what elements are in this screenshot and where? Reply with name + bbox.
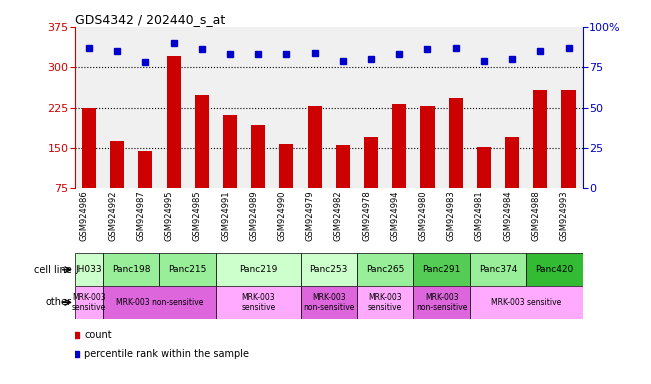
Text: GSM924995: GSM924995 xyxy=(165,190,174,241)
Bar xyxy=(216,286,301,319)
Text: GSM924990: GSM924990 xyxy=(277,190,286,241)
Text: GSM924988: GSM924988 xyxy=(531,190,540,241)
Text: MRK-003
sensitive: MRK-003 sensitive xyxy=(72,293,106,312)
Bar xyxy=(357,253,413,286)
Bar xyxy=(103,286,216,319)
Text: GSM924991: GSM924991 xyxy=(221,190,230,241)
Text: GDS4342 / 202440_s_at: GDS4342 / 202440_s_at xyxy=(75,13,225,26)
Bar xyxy=(301,286,357,319)
Text: MRK-003 sensitive: MRK-003 sensitive xyxy=(491,298,561,307)
Text: GSM924993: GSM924993 xyxy=(560,190,568,241)
Bar xyxy=(251,125,266,188)
Text: percentile rank within the sample: percentile rank within the sample xyxy=(84,349,249,359)
Text: Panc374: Panc374 xyxy=(479,265,517,274)
Text: Panc215: Panc215 xyxy=(169,265,207,274)
Text: MRK-003 non-sensitive: MRK-003 non-sensitive xyxy=(116,298,203,307)
Bar xyxy=(449,98,463,188)
Bar xyxy=(357,286,413,319)
Text: Panc420: Panc420 xyxy=(535,265,574,274)
Text: GSM924985: GSM924985 xyxy=(193,190,202,241)
Text: MRK-003
sensitive: MRK-003 sensitive xyxy=(241,293,275,312)
Bar xyxy=(364,137,378,188)
Text: GSM924981: GSM924981 xyxy=(475,190,484,241)
Bar xyxy=(279,144,294,188)
Text: GSM924984: GSM924984 xyxy=(503,190,512,241)
Bar xyxy=(75,286,103,319)
Bar xyxy=(470,286,583,319)
Text: GSM924980: GSM924980 xyxy=(419,190,428,241)
Text: GSM924979: GSM924979 xyxy=(306,190,314,241)
Text: Panc265: Panc265 xyxy=(366,265,404,274)
Text: GSM924982: GSM924982 xyxy=(334,190,343,241)
Bar xyxy=(75,253,103,286)
Text: GSM924978: GSM924978 xyxy=(362,190,371,241)
Text: GSM924986: GSM924986 xyxy=(80,190,89,241)
Text: JH033: JH033 xyxy=(76,265,102,274)
Bar xyxy=(307,106,322,188)
Bar xyxy=(533,90,547,188)
Bar xyxy=(336,145,350,188)
Text: GSM924983: GSM924983 xyxy=(447,190,456,241)
Text: Panc291: Panc291 xyxy=(422,265,461,274)
Bar xyxy=(470,253,526,286)
Bar xyxy=(167,56,181,188)
Text: Panc253: Panc253 xyxy=(310,265,348,274)
Text: Panc198: Panc198 xyxy=(112,265,150,274)
Bar xyxy=(561,90,575,188)
Text: MRK-003
non-sensitive: MRK-003 non-sensitive xyxy=(416,293,467,312)
Bar xyxy=(413,253,470,286)
Bar xyxy=(526,253,583,286)
Text: other: other xyxy=(46,297,72,308)
Text: GSM924992: GSM924992 xyxy=(108,190,117,241)
Text: MRK-003
sensitive: MRK-003 sensitive xyxy=(368,293,402,312)
Bar xyxy=(103,253,159,286)
Bar xyxy=(110,141,124,188)
Bar xyxy=(216,253,301,286)
Bar xyxy=(421,106,435,188)
Bar xyxy=(159,253,216,286)
Bar xyxy=(139,151,152,188)
Bar xyxy=(477,147,491,188)
Text: GSM924994: GSM924994 xyxy=(391,190,399,241)
Bar xyxy=(223,114,237,188)
Bar xyxy=(82,108,96,188)
Bar xyxy=(301,253,357,286)
Text: GSM924989: GSM924989 xyxy=(249,190,258,241)
Bar xyxy=(195,95,209,188)
Bar xyxy=(392,104,406,188)
Bar xyxy=(413,286,470,319)
Text: Panc219: Panc219 xyxy=(239,265,277,274)
Bar xyxy=(505,137,519,188)
Text: GSM924987: GSM924987 xyxy=(137,190,145,241)
Text: cell line: cell line xyxy=(34,265,72,275)
Text: count: count xyxy=(84,330,111,340)
Text: MRK-003
non-sensitive: MRK-003 non-sensitive xyxy=(303,293,354,312)
